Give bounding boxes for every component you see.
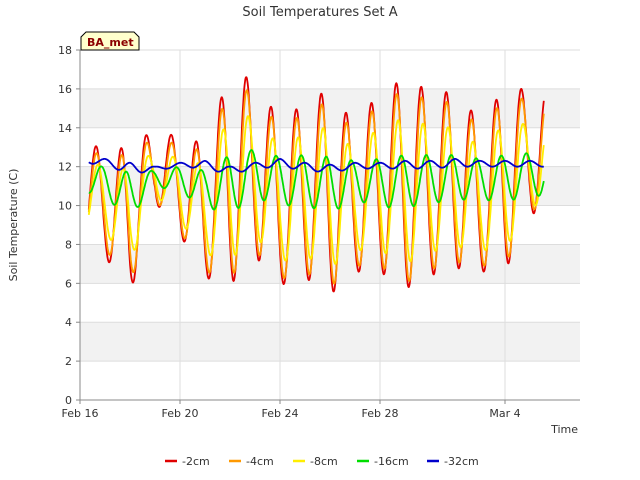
badge-box bbox=[80, 31, 140, 51]
y-tick-label: 12 bbox=[58, 161, 72, 174]
series-line--4cm bbox=[87, 89, 545, 285]
series-line--32cm bbox=[88, 157, 545, 174]
y-tick-label: 2 bbox=[65, 355, 72, 368]
legend: -2cm -4cm -8cm -16cm -32cm bbox=[165, 455, 479, 468]
legend-label--2cm: -2cm bbox=[182, 455, 210, 468]
x-tick-label: Mar 4 bbox=[489, 407, 520, 420]
y-tick-label: 10 bbox=[58, 200, 72, 213]
y-tick-label: 16 bbox=[58, 83, 72, 96]
series-line--16cm bbox=[88, 149, 545, 211]
x-tick-label: Feb 24 bbox=[262, 407, 299, 420]
x-tick-label: Feb 28 bbox=[362, 407, 399, 420]
series-layer bbox=[87, 76, 545, 293]
chart-title: Soil Temperatures Set A bbox=[242, 5, 397, 20]
site-badge: BA_met bbox=[80, 31, 140, 51]
legend-label--32cm: -32cm bbox=[444, 455, 479, 468]
badge-label: BA_met bbox=[87, 36, 134, 49]
legend-label--8cm: -8cm bbox=[310, 455, 338, 468]
y-tick-label: 0 bbox=[65, 394, 72, 407]
y-tick-label: 8 bbox=[65, 238, 72, 251]
plot-band bbox=[80, 322, 580, 362]
axes: 0 2 4 6 8 10 12 14 16 18 Feb 16 Feb 20 Feb 24 Feb 28 M… bbox=[58, 44, 580, 420]
y-tick-label: 18 bbox=[58, 44, 72, 57]
x-tick-label: Feb 20 bbox=[162, 407, 199, 420]
y-tick-label: 6 bbox=[65, 277, 72, 290]
y-tick-label: 14 bbox=[58, 122, 72, 135]
legend-label--16cm: -16cm bbox=[374, 455, 409, 468]
x-axis-label: Time bbox=[550, 423, 578, 436]
x-tick-label: Feb 16 bbox=[62, 407, 99, 420]
y-tick-label: 4 bbox=[65, 316, 72, 329]
legend-label--4cm: -4cm bbox=[246, 455, 274, 468]
y-axis-label: Soil Temperature (C) bbox=[7, 169, 20, 282]
